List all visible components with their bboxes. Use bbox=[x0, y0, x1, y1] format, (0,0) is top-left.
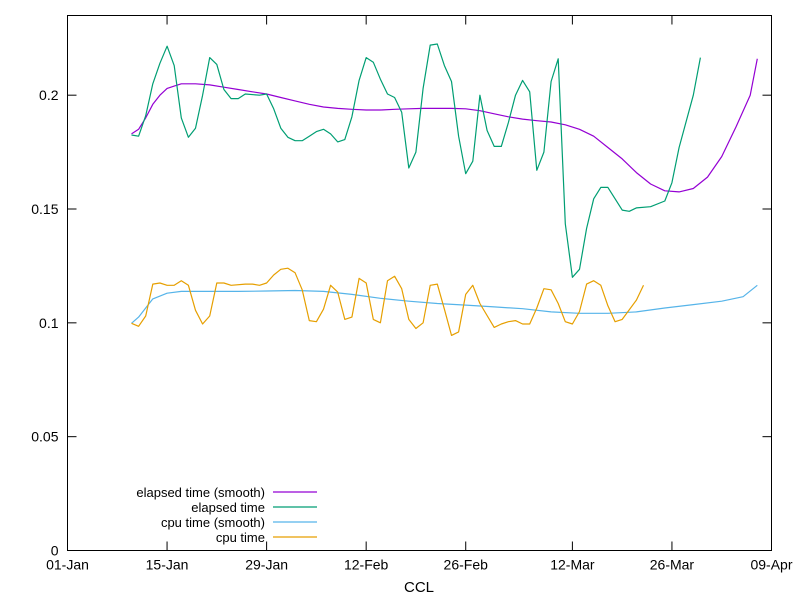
x-tick-label: 01-Jan bbox=[46, 557, 89, 573]
x-axis: 01-Jan 15-Jan 29-Jan 12-Feb 26-Feb 12-Mar 26-M… bbox=[46, 15, 793, 573]
series-line-cpu-time bbox=[131, 267, 645, 336]
plot-frame bbox=[67, 15, 772, 551]
x-axis-label: CCL bbox=[404, 579, 434, 596]
legend-label: cpu time bbox=[216, 530, 265, 545]
x-tick-label: 29-Jan bbox=[245, 557, 288, 573]
y-tick-label: 0 bbox=[51, 543, 59, 559]
legend-label: cpu time (smooth) bbox=[161, 515, 265, 530]
y-tick-label: 0.1 bbox=[39, 315, 59, 331]
plot-series-group bbox=[131, 43, 758, 336]
x-tick-label: 09-Apr bbox=[750, 557, 792, 573]
legend-label: elapsed time bbox=[191, 500, 265, 515]
series-line-cpu-time-smooth bbox=[131, 284, 758, 324]
series-line-elapsed-time-smooth bbox=[131, 58, 758, 193]
y-axis: 0 0.05 0.1 0.15 0.2 bbox=[31, 87, 772, 559]
legend-label: elapsed time (smooth) bbox=[136, 485, 265, 500]
y-tick-label: 0.15 bbox=[31, 201, 58, 217]
x-tick-label: 12-Mar bbox=[550, 557, 595, 573]
x-tick-label: 26-Mar bbox=[650, 557, 695, 573]
x-tick-label: 26-Feb bbox=[444, 557, 489, 573]
series-line-elapsed-time bbox=[131, 43, 701, 278]
y-tick-label: 0.05 bbox=[31, 429, 58, 445]
x-tick-label: 12-Feb bbox=[344, 557, 389, 573]
y-tick-label: 0.2 bbox=[39, 87, 59, 103]
x-tick-label: 15-Jan bbox=[146, 557, 189, 573]
